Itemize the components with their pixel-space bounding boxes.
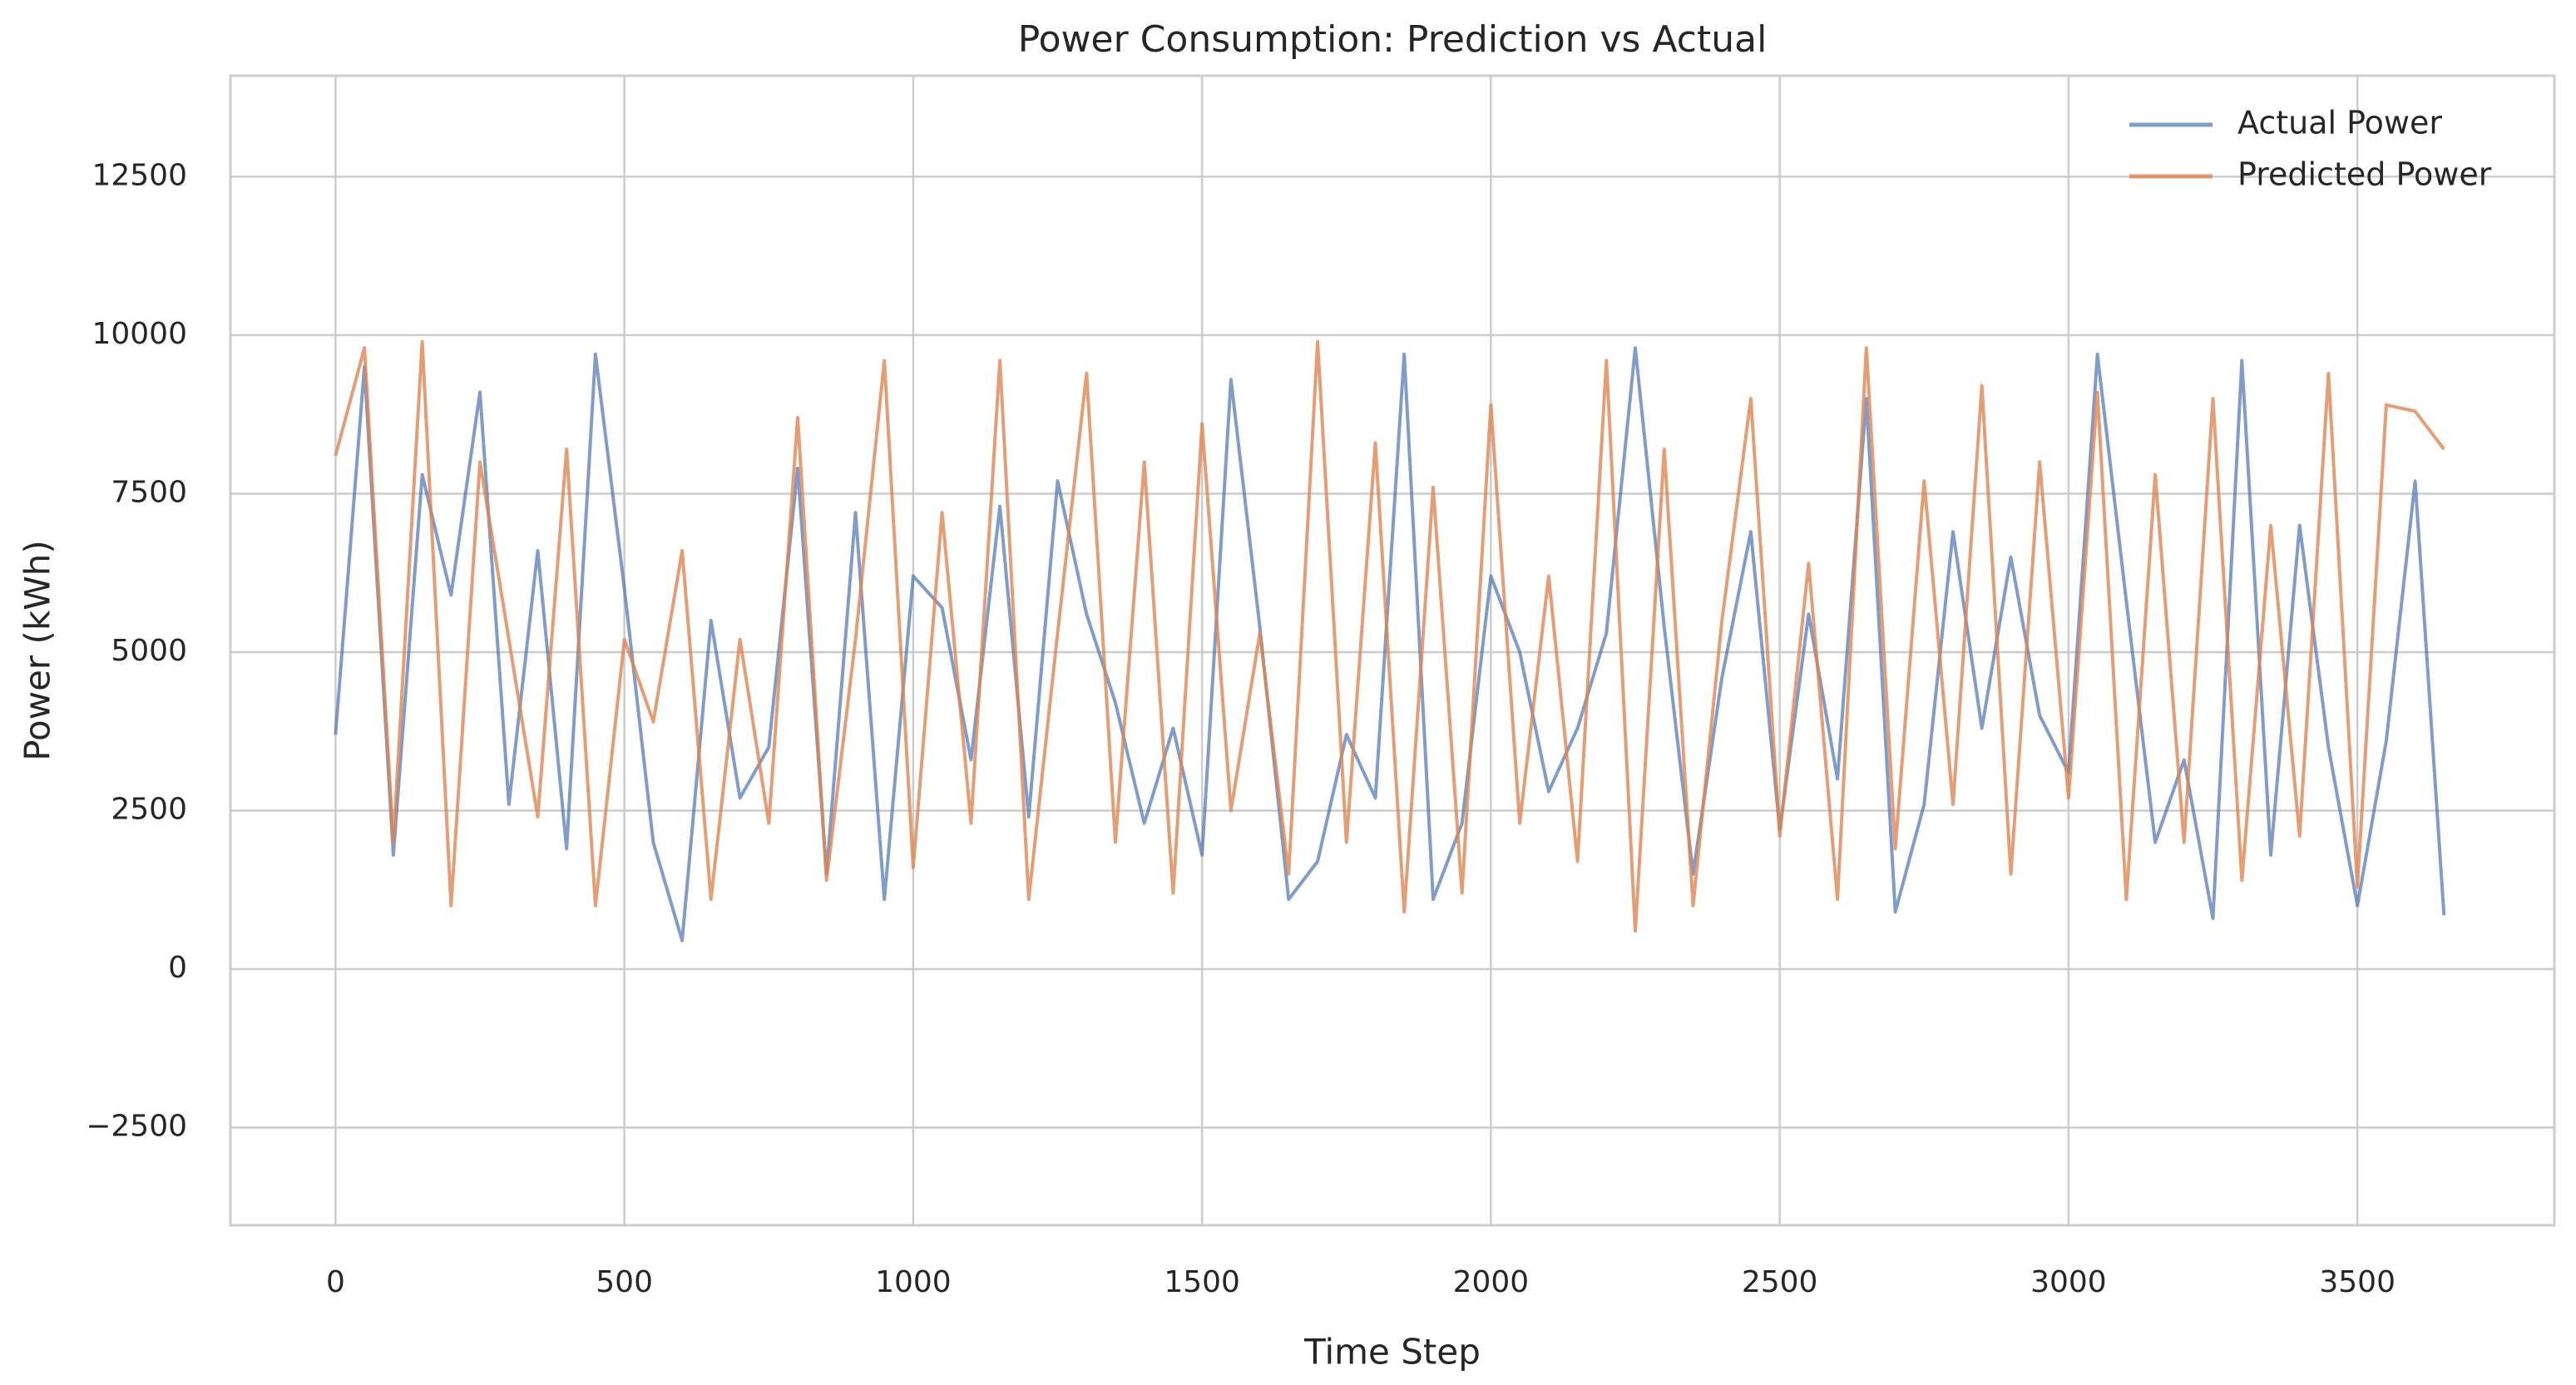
y-tick-label: 5000: [111, 634, 187, 668]
y-tick-label: 12500: [91, 158, 187, 192]
legend-label: Predicted Power: [2237, 156, 2492, 193]
data-line: [334, 346, 2446, 942]
y-tick-label: −2500: [86, 1110, 187, 1144]
y-tick-label: 7500: [111, 475, 187, 509]
x-tick-label: 1000: [875, 1265, 952, 1299]
y-tick-label: 0: [168, 951, 187, 985]
x-tick-label: 0: [326, 1265, 345, 1299]
chart-title: Power Consumption: Prediction vs Actual: [1018, 18, 1768, 61]
plot-frame: [229, 74, 2556, 1227]
y-tick-label: 10000: [91, 317, 187, 351]
y-axis-label: Power (kWh): [17, 540, 58, 761]
x-tick-label: 500: [596, 1265, 653, 1299]
x-tick-label: 3500: [2319, 1265, 2396, 1299]
x-tick-label: 2500: [1742, 1265, 1818, 1299]
legend-label: Actual Power: [2237, 105, 2442, 141]
x-axis-label: Time Step: [1303, 1332, 1481, 1373]
x-tick-label: 1500: [1164, 1265, 1240, 1299]
x-tick-label: 2000: [1453, 1265, 1530, 1299]
x-tick-label: 3000: [2030, 1265, 2107, 1299]
data-line: [334, 339, 2445, 933]
y-tick-label: 2500: [111, 793, 187, 827]
